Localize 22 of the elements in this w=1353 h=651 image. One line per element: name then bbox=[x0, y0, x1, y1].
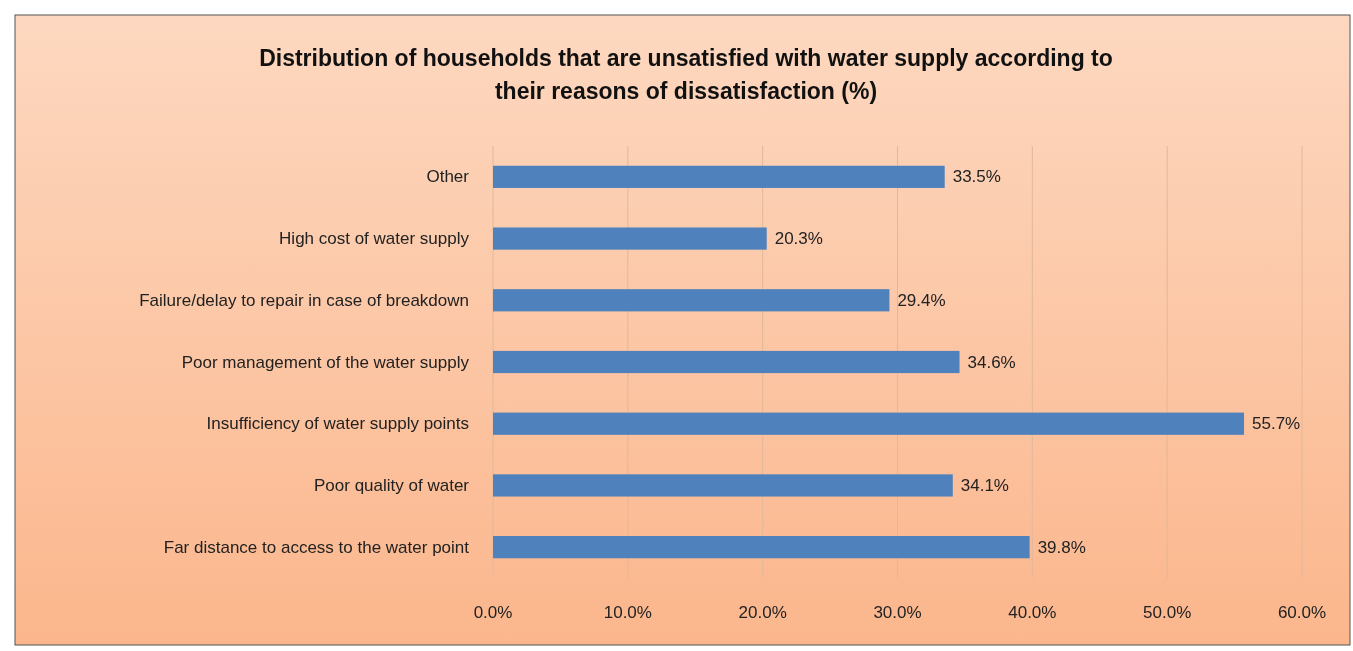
x-tick-label: 0.0% bbox=[473, 603, 513, 622]
chart-title: Distribution of households that are unsatisfied with water supply according to their reasons of dissatisfaction (%) bbox=[259, 45, 1113, 104]
y-tick-label: High cost of water supply bbox=[279, 229, 470, 249]
x-tick-label: 50.0% bbox=[1143, 603, 1192, 622]
data-label: 20.3% bbox=[774, 229, 823, 249]
data-label: 34.6% bbox=[967, 352, 1016, 372]
data-label: 34.1% bbox=[960, 475, 1009, 495]
x-tick-label: 60.0% bbox=[1277, 603, 1327, 622]
x-tick-label: 10.0% bbox=[603, 603, 652, 622]
y-tick-label: Poor quality of water bbox=[314, 475, 470, 495]
x-tick-label: 40.0% bbox=[1008, 603, 1057, 622]
data-label: 33.5% bbox=[952, 167, 1001, 187]
data-label: 39.8% bbox=[1037, 537, 1086, 557]
x-tick-label: 20.0% bbox=[738, 603, 787, 622]
x-tick-label: 30.0% bbox=[873, 603, 922, 622]
data-label: 55.7% bbox=[1252, 414, 1301, 434]
y-tick-label: Far distance to access to the water point bbox=[163, 537, 470, 557]
y-tick-label: Poor management of the water supply bbox=[181, 352, 470, 372]
data-label: 29.4% bbox=[897, 290, 946, 310]
y-tick-label: Other bbox=[426, 167, 470, 187]
y-tick-label: Failure/delay to repair in case of breakdown bbox=[139, 290, 469, 310]
y-tick-label: Insufficiency of water supply points bbox=[206, 414, 469, 434]
